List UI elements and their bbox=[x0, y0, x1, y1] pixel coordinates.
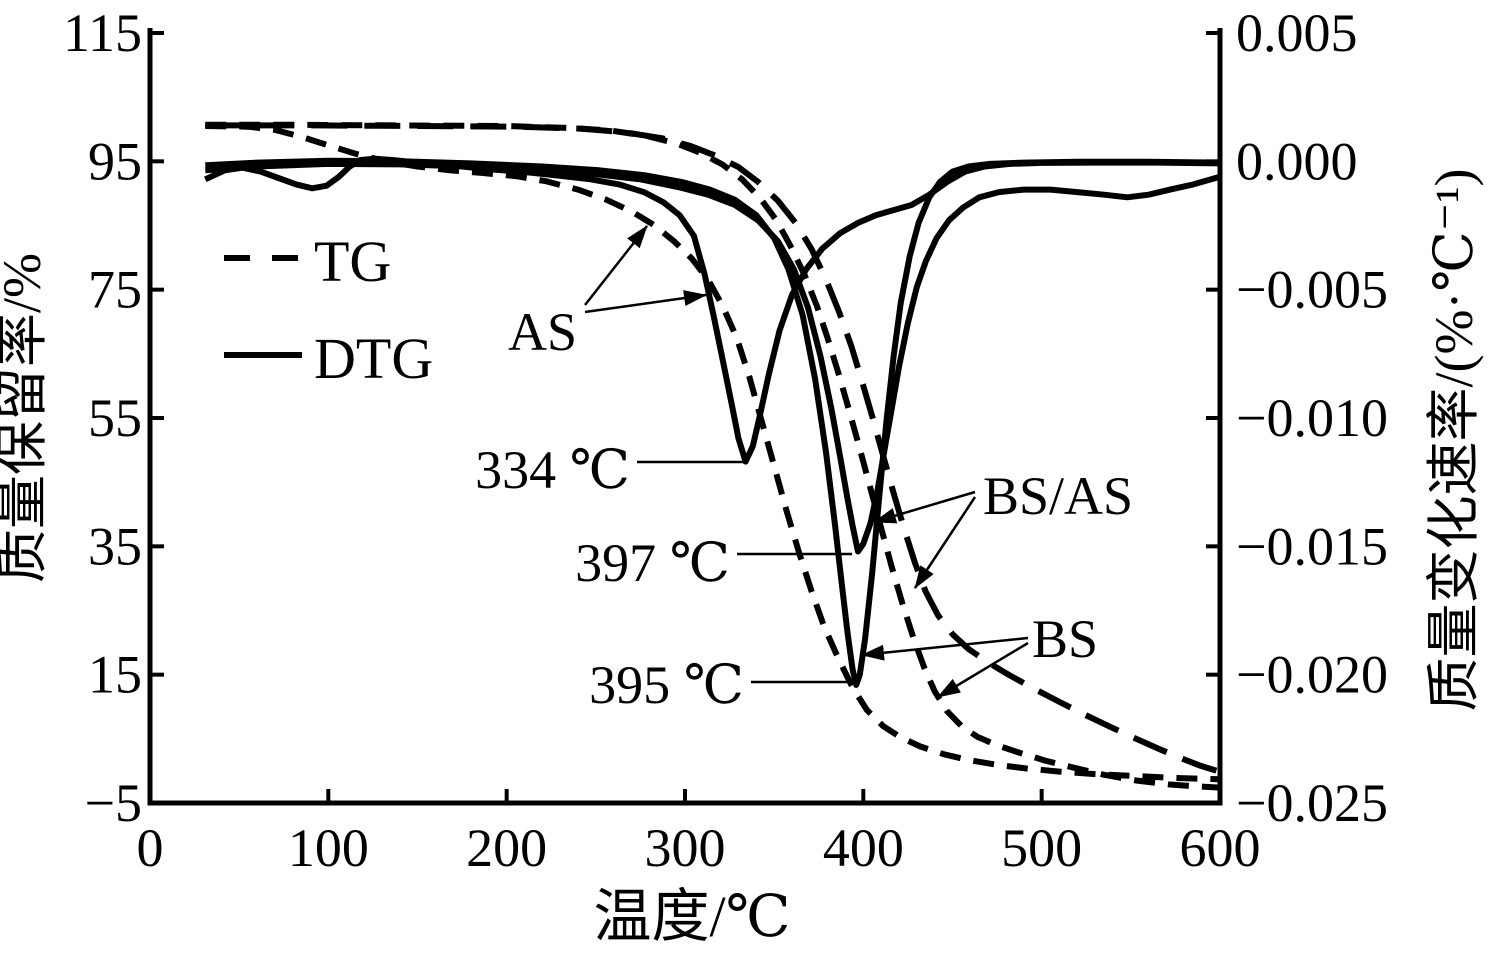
right-tick-label: 0.005 bbox=[1236, 3, 1358, 63]
arrow-as bbox=[584, 290, 707, 314]
legend-tg-label: TG bbox=[314, 229, 391, 294]
x-tick-label: 0 bbox=[137, 818, 164, 878]
right-tick-label: −0.015 bbox=[1236, 516, 1388, 576]
left-tick-label: 15 bbox=[88, 645, 142, 705]
right-tick-label: −0.010 bbox=[1236, 388, 1388, 448]
arrow-bs bbox=[861, 636, 1029, 661]
x-tick-label: 200 bbox=[466, 818, 547, 878]
left-tick-label: 75 bbox=[88, 260, 142, 320]
x-tick-label: 400 bbox=[823, 818, 904, 878]
annotation-bs: BS bbox=[1032, 609, 1098, 669]
x-tick-label: 500 bbox=[1001, 818, 1082, 878]
arrow-bsas bbox=[913, 496, 977, 589]
right-tick-label: 0.000 bbox=[1236, 131, 1358, 191]
right-tick-label: −0.025 bbox=[1236, 773, 1388, 833]
annotation-t334: 334 ℃ bbox=[475, 440, 630, 500]
data-curves bbox=[204, 121, 1221, 791]
left-axis-ticks: 115 95 75 55 35 15 −5 bbox=[63, 3, 164, 833]
left-tick-label: 55 bbox=[88, 388, 142, 448]
x-axis-ticks: 0 100 200 300 400 500 600 bbox=[137, 789, 1261, 878]
annotation-as: AS bbox=[508, 302, 577, 362]
annotation-t395: 395 ℃ bbox=[589, 655, 744, 715]
left-tick-label: −5 bbox=[85, 773, 142, 833]
x-tick-label: 100 bbox=[288, 818, 369, 878]
left-tick-label: 115 bbox=[63, 3, 142, 63]
legend-dtg-label: DTG bbox=[314, 326, 433, 391]
arrow-bsas bbox=[873, 490, 976, 524]
left-tick-label: 35 bbox=[88, 516, 142, 576]
annotation-t397: 397 ℃ bbox=[575, 533, 730, 593]
right-axis-title: 质量变化速率/(%·℃⁻¹) bbox=[1424, 168, 1484, 711]
x-tick-label: 300 bbox=[645, 818, 726, 878]
curve-dtg-bs bbox=[205, 157, 1221, 688]
arrow-bs bbox=[937, 641, 1029, 699]
curve-dtg-bsas bbox=[205, 160, 1221, 555]
annotation-bsas: BS/AS bbox=[983, 466, 1133, 526]
x-axis-title: 温度/℃ bbox=[594, 884, 791, 949]
annotations: AS 334 ℃ 397 ℃ 395 ℃ BS/AS BS bbox=[475, 225, 1133, 715]
right-tick-label: −0.020 bbox=[1236, 645, 1388, 705]
right-tick-label: −0.005 bbox=[1236, 260, 1388, 320]
left-tick-label: 95 bbox=[88, 131, 142, 191]
arrow-as bbox=[584, 225, 648, 306]
legend: TG DTG bbox=[224, 229, 433, 391]
x-tick-label: 600 bbox=[1180, 818, 1261, 878]
right-axis-ticks: 0.005 0.000 −0.005 −0.010 −0.015 −0.020 −0.025 bbox=[1206, 3, 1388, 833]
curve-dtg-as bbox=[204, 155, 1221, 465]
left-axis-title: 质量保留率/% bbox=[0, 253, 52, 583]
